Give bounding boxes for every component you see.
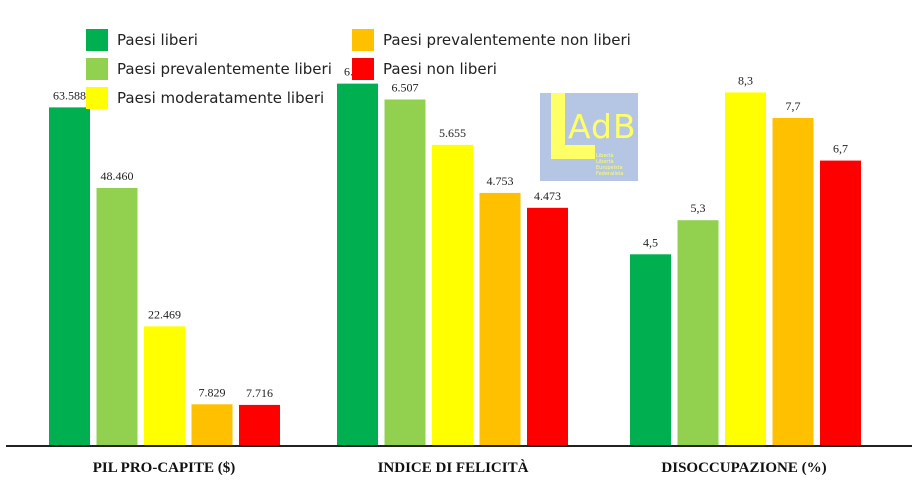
bar [527, 207, 568, 446]
bar-value-label: 22.469 [148, 307, 181, 321]
bar [820, 160, 861, 446]
bar [432, 144, 473, 446]
legend-item-paesi-non-liberi: Paesi non liberi [352, 58, 497, 80]
bars-layer [49, 83, 861, 447]
bar-value-label: 5,3 [691, 201, 706, 215]
legend-item-paesi-liberi: Paesi liberi [86, 29, 198, 51]
bar-value-label: 7.716 [246, 386, 273, 400]
legend-swatch [352, 29, 374, 51]
bar [96, 187, 138, 446]
value-labels-layer: 63.58848.46022.4697.8297.7166.8056.5075.… [53, 65, 848, 400]
bar-value-label: 6.507 [392, 81, 419, 95]
legend-item-paesi-prevalentemente-non-liberi: Paesi prevalentemente non liberi [352, 29, 631, 51]
bar-value-label: 4.753 [487, 174, 514, 188]
legend-label: Paesi liberi [117, 31, 198, 49]
bar-value-label: 48.460 [101, 169, 134, 183]
logo-letter-l [551, 93, 565, 159]
category-label: INDICE DI FELICITÀ [378, 459, 529, 476]
bar [191, 404, 233, 446]
bar [677, 220, 719, 446]
legend-swatch [86, 58, 108, 80]
bar [49, 107, 90, 447]
bar [144, 326, 185, 446]
bar-value-label: 8,3 [738, 73, 753, 87]
legend-item-paesi-moderatamente-liberi: Paesi moderatamente liberi [86, 87, 324, 109]
category-label: PIL PRO-CAPITE ($) [93, 460, 236, 476]
category-labels-layer: PIL PRO-CAPITE ($) INDICE DI FELICITÀ DISO… [93, 459, 827, 476]
legend-label: Paesi moderatamente liberi [117, 89, 325, 107]
bar [772, 117, 814, 446]
legend-swatch [352, 58, 374, 80]
logo-text: AdB [568, 107, 637, 146]
legend-label: Paesi non liberi [383, 60, 497, 78]
logo-small-text: Libertà Libertà Europeista Federalista [596, 153, 623, 177]
bar-value-label: 63.588 [53, 88, 86, 102]
adb-logo: AdB Libertà Libertà Europeista Federalis… [540, 93, 638, 181]
bar [337, 83, 378, 446]
logo-small-line: Libertà [596, 159, 614, 165]
logo-small-line: Libertà [596, 153, 614, 159]
category-label: DISOCCUPAZIONE (%) [661, 460, 826, 476]
bar [630, 254, 671, 446]
legend-item-paesi-prevalentemente-liberi: Paesi prevalentemente liberi [86, 58, 332, 80]
bar [239, 404, 280, 446]
bar-value-label: 4.473 [534, 189, 561, 203]
legend-label: Paesi prevalentemente non liberi [383, 31, 631, 49]
logo-small-line: Europeista [596, 165, 623, 171]
bar [725, 92, 766, 447]
logo-letter-l-foot [551, 145, 595, 159]
bar-value-label: 7,7 [786, 99, 801, 113]
legend-swatch [86, 29, 108, 51]
bar [479, 192, 521, 446]
legend-label: Paesi prevalentemente liberi [117, 60, 332, 78]
logo-small-line: Federalista [596, 171, 624, 177]
bar [384, 99, 426, 446]
bar-value-label: 4,5 [643, 235, 658, 249]
bar-value-label: 7.829 [199, 385, 226, 399]
bar-value-label: 5.655 [439, 126, 466, 140]
legend-swatch [86, 87, 108, 109]
bar-value-label: 6,7 [833, 142, 848, 156]
